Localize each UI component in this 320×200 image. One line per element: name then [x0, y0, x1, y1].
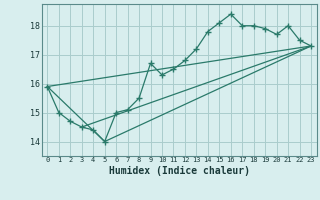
X-axis label: Humidex (Indice chaleur): Humidex (Indice chaleur)	[109, 166, 250, 176]
